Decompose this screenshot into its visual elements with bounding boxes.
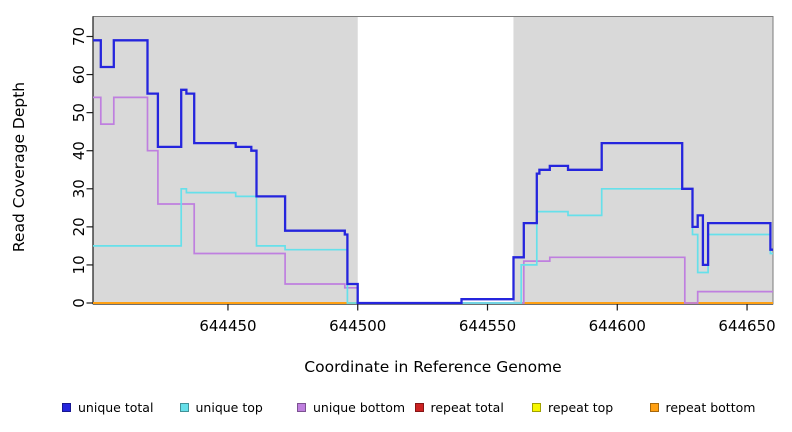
legend-item-unique-total: unique total [62,400,180,415]
legend-swatch [179,403,189,412]
x-tick-label: 644450 [199,317,256,335]
x-tick-label: 644500 [329,317,386,335]
y-tick-label: 10 [70,255,88,274]
legend-item-repeat-total: repeat total [414,400,533,415]
x-tick-label: 644550 [459,317,516,335]
y-tick-label: 60 [70,65,88,84]
legend-label: repeat bottom [665,400,756,415]
y-tick-label: 30 [70,179,88,198]
legend-label: unique top [195,400,263,415]
legend-label: unique bottom [313,400,406,415]
legend-item-unique-top: unique top [179,400,298,415]
x-axis-title: Coordinate in Reference Genome [304,358,562,376]
x-tick-label: 644600 [589,317,646,335]
legend-swatch [297,403,306,412]
y-axis-title: Read Coverage Depth [10,81,28,253]
legend: unique total unique top unique bottom repea… [62,400,767,415]
legend-swatch [62,403,71,412]
legend-item-repeat-top: repeat top [532,400,650,415]
x-tick-label: 644650 [718,317,775,335]
legend-label: unique total [78,400,154,415]
legend-label: repeat total [430,400,504,415]
legend-swatch [414,403,424,412]
legend-swatch [532,403,541,412]
y-tick-label: 40 [70,141,88,160]
legend-item-repeat-bottom: repeat bottom [649,400,768,415]
series-line-unique-top [93,187,773,304]
legend-item-unique-bottom: unique bottom [297,400,415,415]
series-line-unique-total [93,39,773,305]
y-tick-label: 0 [70,298,88,308]
legend-label: repeat top [548,400,614,415]
series-line-unique-bottom [93,96,773,304]
y-tick-label: 70 [70,27,88,46]
repeat-region-band [357,16,514,304]
y-tick-label: 20 [70,217,88,236]
y-tick-label: 50 [70,103,88,122]
legend-swatch [649,403,659,412]
